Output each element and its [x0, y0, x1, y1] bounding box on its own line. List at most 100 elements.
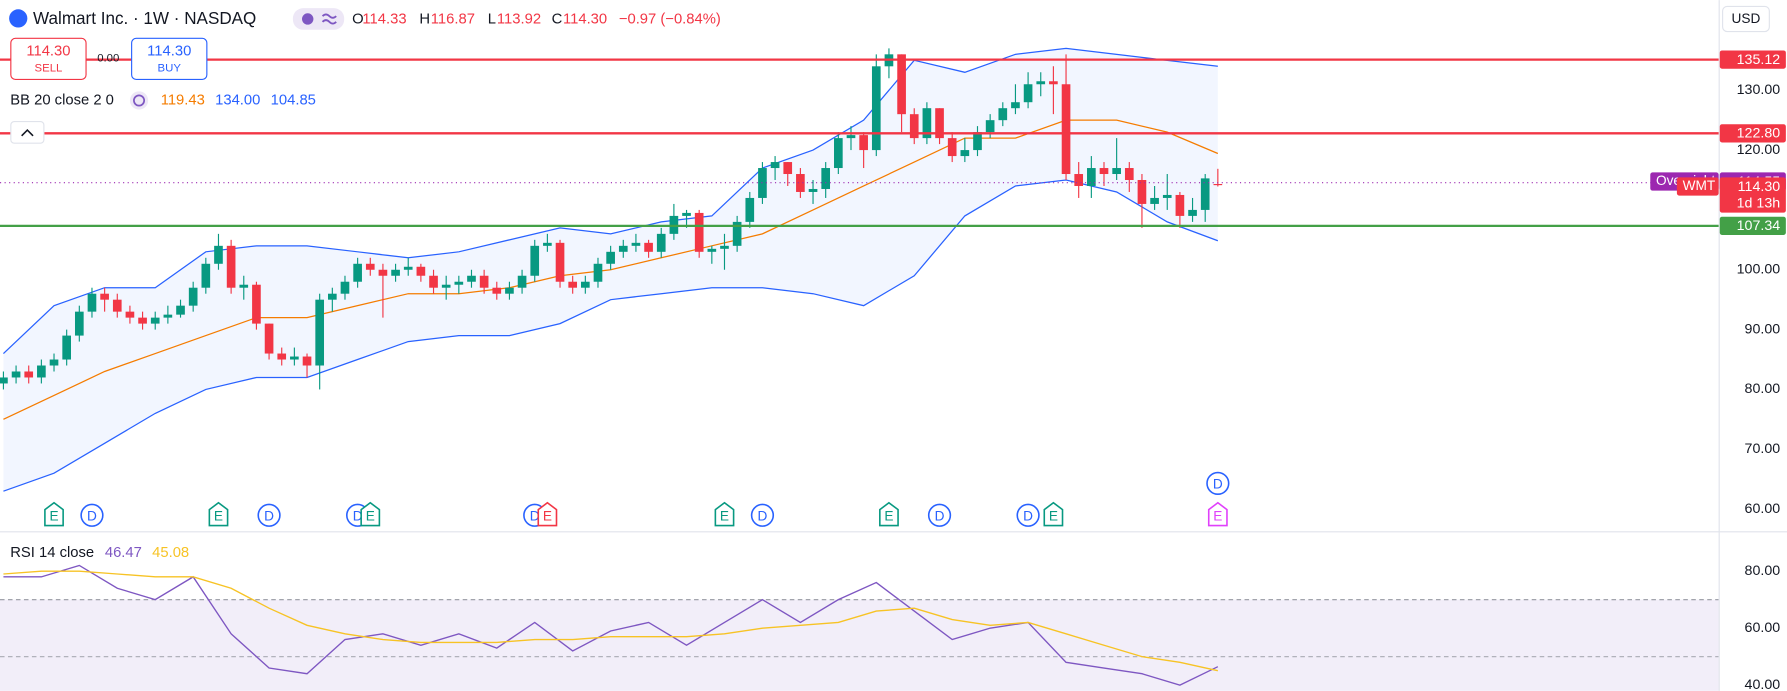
- candle-body: [745, 197, 755, 222]
- indicator-line: [3, 179, 1219, 492]
- event-label: E: [884, 509, 893, 524]
- buy-button[interactable]: [131, 37, 208, 80]
- event-label: E: [214, 509, 223, 524]
- countdown: 1d 13h: [1737, 195, 1781, 211]
- candle-body: [973, 132, 982, 151]
- candle-body: [454, 281, 464, 285]
- candle-body: [327, 293, 337, 300]
- candle-body: [694, 212, 704, 252]
- indicator-value: 134.00: [215, 92, 260, 108]
- event-label: E: [720, 509, 729, 524]
- refresh-icon: [133, 94, 146, 107]
- candle-body: [618, 245, 628, 252]
- price-label-value: 114.30: [1738, 179, 1781, 195]
- event-label: D: [758, 509, 768, 524]
- y-tick-label: 130.00: [1737, 82, 1781, 98]
- overlay-ui: Walmart Inc. · 1W · NASDAQ O 114.33 H 11…: [9, 5, 1786, 691]
- candle-body: [112, 299, 122, 312]
- price-label-name: WMT: [1683, 178, 1716, 193]
- event-label: E: [366, 509, 375, 524]
- candle-body: [214, 245, 223, 264]
- sell-price: 114.30: [26, 43, 70, 59]
- candle-body: [150, 317, 160, 324]
- candle-body: [834, 138, 843, 169]
- candle-body: [783, 162, 793, 175]
- candle-body: [1036, 81, 1046, 85]
- candle-body: [568, 281, 578, 288]
- indicator-icon[interactable]: [129, 91, 149, 110]
- candle-body: [1200, 178, 1210, 210]
- event-marker: [1016, 503, 1040, 527]
- level-label: 107.34: [1737, 218, 1781, 234]
- candle-body: [239, 284, 249, 288]
- event-marker: [80, 503, 104, 527]
- candle-body: [125, 311, 135, 318]
- candle-body: [935, 108, 944, 139]
- candle-body: [644, 242, 653, 252]
- candle-body: [1137, 180, 1147, 204]
- candle-body: [656, 233, 666, 252]
- event-marker: [257, 503, 281, 527]
- y-tick-label: 120.00: [1737, 142, 1781, 158]
- candle-body: [378, 269, 388, 276]
- candle-body: [429, 275, 438, 288]
- candle-body: [732, 221, 742, 246]
- event-marker: [44, 501, 64, 527]
- candle-body: [290, 356, 299, 360]
- event-marker: [1207, 501, 1228, 527]
- event-marker: [1206, 471, 1230, 496]
- candle-body: [340, 281, 350, 294]
- spread: 0.00: [97, 52, 119, 64]
- event-label: D: [1213, 477, 1223, 492]
- event-marker: [927, 503, 952, 527]
- candle-body: [467, 275, 476, 282]
- ohlc-value: 114.30: [563, 11, 607, 27]
- chevron-icon: [21, 128, 34, 137]
- candle-body: [24, 371, 34, 378]
- y-tick-label: 70.00: [1745, 441, 1781, 457]
- candle-body: [74, 311, 84, 336]
- price-label-bg: [1719, 177, 1786, 213]
- ohlc-key: C: [552, 11, 563, 27]
- ohlc-value: 116.87: [431, 11, 475, 27]
- event-marker: [714, 501, 735, 527]
- indicator-line: [2, 47, 1218, 354]
- candle-body: [49, 359, 59, 366]
- symbol-icon: [9, 9, 28, 28]
- candle-body: [1175, 194, 1185, 216]
- candle-body: [606, 251, 615, 264]
- event-label: E: [543, 509, 552, 524]
- candle-body: [441, 284, 451, 288]
- currency: USD: [1732, 11, 1761, 26]
- price-label-name-bg: [1676, 177, 1719, 196]
- candle-body: [277, 353, 287, 360]
- candle-body: [770, 162, 780, 169]
- currency-button[interactable]: [1722, 5, 1770, 33]
- collapse-button[interactable]: [10, 120, 45, 144]
- candle-body: [821, 168, 831, 189]
- event-label: E: [49, 509, 58, 524]
- candle-body: [1074, 174, 1084, 186]
- ohlc-key: H: [419, 11, 430, 27]
- buy-price: 114.30: [147, 43, 191, 59]
- candle-body: [1188, 209, 1197, 216]
- indicator-name: BB 20 close 2 0: [10, 92, 114, 108]
- rsi-pane: [0, 564, 1719, 691]
- candle-body: [530, 245, 540, 276]
- candle-body: [87, 293, 97, 312]
- level-label-bg: [1719, 50, 1786, 69]
- event-marker: [360, 501, 381, 527]
- y-tick-label: 80.00: [1745, 381, 1781, 397]
- event-marker: [537, 501, 558, 527]
- candle-body: [176, 305, 185, 315]
- event-label: E: [1213, 509, 1222, 524]
- candle-body: [0, 377, 8, 384]
- candle-body: [188, 287, 198, 306]
- y-tick-label: 90.00: [1745, 321, 1781, 337]
- ohlc-key: L: [488, 11, 496, 27]
- sell-button[interactable]: [10, 37, 87, 80]
- candle-body: [201, 263, 211, 288]
- event-marker: [750, 503, 775, 527]
